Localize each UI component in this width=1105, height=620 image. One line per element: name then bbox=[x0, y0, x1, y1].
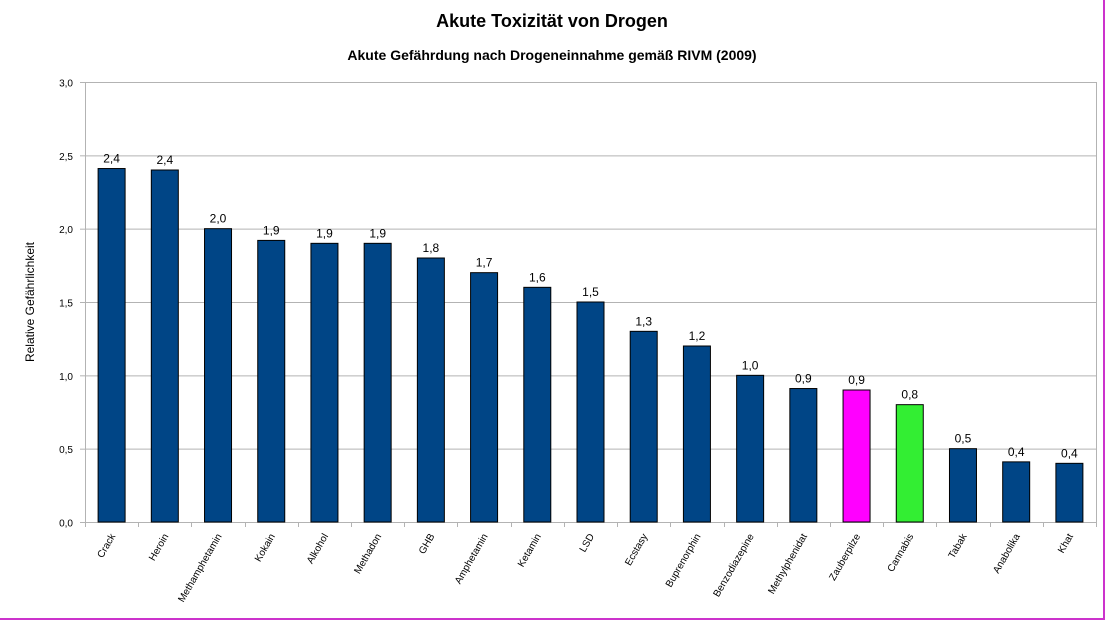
x-tick-label: Benzodiazepine bbox=[712, 532, 757, 600]
y-tick-label: 1,5 bbox=[59, 299, 73, 310]
bar-kokain bbox=[257, 239, 286, 523]
data-label: 1,2 bbox=[689, 329, 706, 343]
x-tick-label: Anabolika bbox=[991, 532, 1023, 576]
x-tick-label: Methylphenidat bbox=[766, 532, 810, 596]
x-tick-label: Ecstasy bbox=[623, 532, 650, 568]
x-tick-label: Methamphetamin bbox=[176, 532, 224, 604]
bar-alkohol bbox=[310, 242, 339, 523]
bar-lsd bbox=[576, 301, 605, 523]
bar-methamphetamin bbox=[204, 228, 233, 523]
chart-subtitle: Akute Gefährdung nach Drogeneinnahme gem… bbox=[347, 47, 756, 63]
y-tick-label: 1,0 bbox=[59, 372, 73, 383]
bar-ecstasy bbox=[629, 330, 658, 523]
bar-anabolika bbox=[1002, 461, 1031, 523]
bar-khat bbox=[1055, 462, 1084, 523]
data-label: 2,4 bbox=[103, 152, 120, 166]
chart-title: Akute Toxizität von Drogen bbox=[436, 11, 668, 31]
data-label: 0,5 bbox=[955, 432, 972, 446]
x-tick-label: Zauberpilze bbox=[827, 532, 863, 583]
y-tick-label: 2,0 bbox=[59, 225, 73, 236]
data-label: 1,5 bbox=[582, 285, 599, 299]
data-label: 1,7 bbox=[476, 256, 493, 270]
x-tick-label: Heroin bbox=[147, 532, 171, 563]
bar-methadon bbox=[363, 242, 392, 523]
x-tick-label: Tabak bbox=[947, 531, 970, 560]
bar-ghb bbox=[416, 257, 445, 523]
data-label: 1,9 bbox=[263, 223, 280, 237]
data-label: 1,3 bbox=[635, 314, 652, 328]
data-label: 1,0 bbox=[742, 358, 759, 372]
x-tick-label: Khat bbox=[1056, 532, 1076, 556]
data-label: 1,8 bbox=[423, 241, 440, 255]
x-tick-label: Alkohol bbox=[305, 532, 331, 566]
x-tick-label: LSD bbox=[578, 532, 597, 554]
y-tick-label: 2,5 bbox=[59, 152, 73, 163]
data-label: 0,4 bbox=[1061, 446, 1078, 460]
y-tick-label: 0,0 bbox=[59, 519, 73, 530]
data-label: 2,4 bbox=[156, 153, 173, 167]
bar-buprenorphin bbox=[682, 345, 711, 523]
data-label: 0,9 bbox=[848, 373, 865, 387]
data-label: 0,9 bbox=[795, 372, 812, 386]
y-axis-label: Relative Gefährlichkeit bbox=[23, 241, 37, 362]
y-tick-label: 0,5 bbox=[59, 445, 73, 456]
bar-zauberpilze bbox=[842, 389, 871, 523]
data-label: 0,4 bbox=[1008, 445, 1025, 459]
x-tick-label: GHB bbox=[417, 532, 438, 557]
data-label: 1,6 bbox=[529, 270, 546, 284]
bar-benzodiazepine bbox=[736, 374, 765, 523]
x-tick-label: Crack bbox=[96, 531, 119, 560]
y-tick-label: 3,0 bbox=[59, 79, 73, 90]
data-label: 1,9 bbox=[369, 226, 386, 240]
x-tick-label: Buprenorphin bbox=[664, 532, 704, 590]
x-tick-label: Kokain bbox=[253, 532, 278, 564]
bar-crack bbox=[97, 168, 126, 523]
data-label: 1,9 bbox=[316, 226, 333, 240]
x-tick-label: Amphetamin bbox=[453, 532, 491, 586]
x-tick-label: Cannabis bbox=[886, 532, 917, 574]
bar-heroin bbox=[150, 169, 179, 523]
x-tick-label: Ketamin bbox=[516, 532, 544, 569]
data-label: 2,0 bbox=[210, 212, 227, 226]
data-label: 0,8 bbox=[901, 388, 918, 402]
bar-methylphenidat bbox=[789, 388, 818, 523]
x-tick-label: Methadon bbox=[352, 532, 384, 576]
bar-tabak bbox=[948, 448, 977, 523]
bar-amphetamin bbox=[470, 272, 499, 523]
bar-cannabis bbox=[895, 404, 924, 523]
bar-ketamin bbox=[523, 286, 552, 523]
